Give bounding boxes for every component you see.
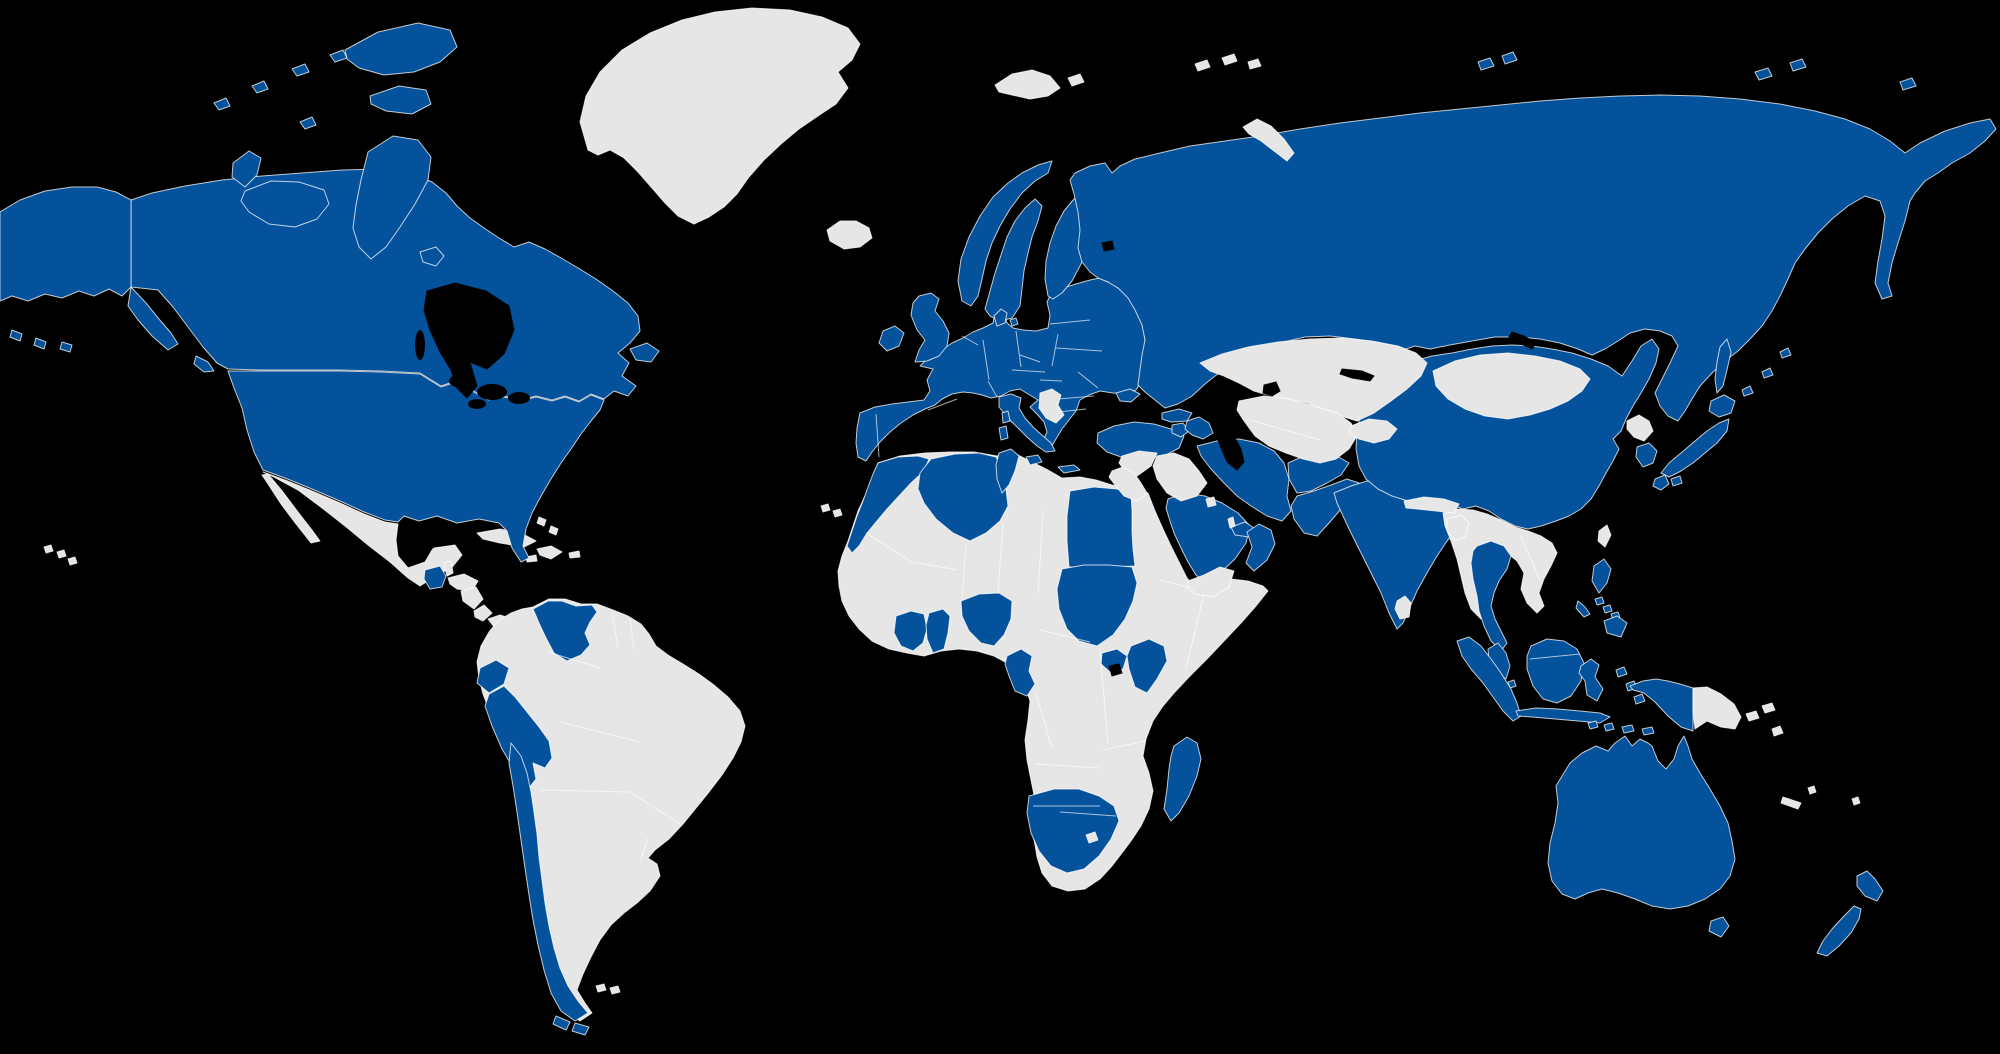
country-fiji <box>1851 796 1861 806</box>
country-sri-lanka <box>1394 595 1412 620</box>
country-taiwan <box>1597 524 1612 548</box>
country-armenia <box>1171 422 1190 438</box>
country-ecuador <box>476 659 510 694</box>
lake-ladoga <box>1101 240 1115 252</box>
country-vanuatu <box>1807 785 1817 795</box>
country-nicaragua <box>460 586 484 610</box>
country-turkey <box>1096 421 1185 460</box>
country-egypt <box>1066 486 1136 568</box>
country-algeria <box>917 452 1009 542</box>
country-sweden <box>984 198 1043 322</box>
canary-islands <box>820 503 843 518</box>
country-franz-josef-land <box>1194 53 1262 72</box>
country-kenya <box>1126 638 1168 694</box>
country-cote-divoire <box>893 610 928 652</box>
country-united-states <box>0 186 605 563</box>
country-solomon-islands <box>1771 725 1784 737</box>
country-denmark <box>993 308 1019 327</box>
great-lake <box>449 374 475 388</box>
region-indochina <box>1442 508 1558 620</box>
country-falkland-islands <box>595 983 621 995</box>
country-morocco <box>846 455 930 554</box>
country-sudan <box>1056 564 1138 647</box>
aral-sea <box>1262 381 1281 397</box>
lake-balkhash <box>1339 368 1375 382</box>
country-nigeria <box>960 592 1013 647</box>
region-central-america <box>443 560 522 632</box>
country-bangladesh <box>1446 514 1470 542</box>
country-norway <box>957 160 1053 307</box>
country-peru <box>484 685 553 790</box>
country-madagascar <box>1163 736 1202 822</box>
country-chile <box>508 742 590 1036</box>
country-georgia <box>1161 408 1193 423</box>
country-iran <box>1196 438 1292 522</box>
lake-winnipeg <box>415 330 425 360</box>
water-features <box>415 240 1537 677</box>
country-azerbaijan <box>1184 416 1214 440</box>
country-costa-rica <box>473 604 493 622</box>
country-canada <box>130 22 660 402</box>
country-new-caledonia <box>1780 796 1802 810</box>
country-iraq <box>1152 452 1208 502</box>
caspian-sea <box>1201 386 1245 471</box>
country-italy <box>998 393 1056 466</box>
country-yemen <box>1186 566 1235 598</box>
country-kuwait <box>1205 496 1217 508</box>
region-uzbekistan-turkmenistan <box>1236 395 1358 464</box>
country-tunisia <box>995 448 1020 494</box>
country-south-korea <box>1635 442 1658 468</box>
country-australia <box>1547 735 1736 938</box>
country-ireland <box>878 325 905 352</box>
country-south-africa <box>1026 788 1120 874</box>
country-north-korea <box>1626 414 1654 442</box>
country-bahamas <box>536 516 547 527</box>
country-cuba <box>476 528 537 548</box>
country-kazakhstan <box>1199 337 1428 422</box>
country-new-zealand <box>1816 870 1884 957</box>
country-novaya-zemlya <box>1242 118 1295 162</box>
country-corsica <box>1001 410 1011 424</box>
country-united-kingdom <box>910 292 950 363</box>
country-serbia <box>1038 388 1065 424</box>
great-lake <box>477 384 507 400</box>
country-venezuela <box>532 600 598 662</box>
country-greenland <box>579 7 861 225</box>
hawaii-islands <box>43 544 78 566</box>
country-oman <box>1245 523 1276 572</box>
country-nepal <box>1403 496 1460 514</box>
region-kyrgyzstan-tajikistan <box>1348 418 1398 444</box>
country-crete <box>1057 464 1081 474</box>
country-crimea <box>1115 388 1141 403</box>
country-bahamas <box>548 525 559 536</box>
country-svalbard <box>994 69 1085 100</box>
country-lesotho <box>1085 831 1099 844</box>
country-hispaniola <box>536 545 563 560</box>
country-iceland <box>826 220 873 250</box>
country-thailand <box>1470 540 1512 652</box>
country-japan <box>1652 394 1736 491</box>
country-mexico <box>261 471 463 587</box>
country-mongolia <box>1432 352 1591 420</box>
country-congo <box>1004 648 1036 697</box>
internal-borders <box>539 319 1581 863</box>
hudson-bay <box>423 282 515 399</box>
country-papua-new-guinea <box>1692 686 1776 730</box>
country-qatar <box>1227 516 1236 529</box>
country-philippines <box>1575 558 1628 638</box>
lake-victoria <box>1108 663 1123 677</box>
region-levant <box>1108 466 1148 502</box>
country-guatemala <box>423 565 447 590</box>
country-puerto-rico <box>568 550 581 559</box>
great-lake <box>508 392 530 404</box>
country-russia <box>1069 51 1997 422</box>
country-ghana <box>925 608 951 654</box>
lake-baikal <box>1508 331 1537 350</box>
country-belize <box>443 560 454 577</box>
great-lake <box>468 399 486 409</box>
